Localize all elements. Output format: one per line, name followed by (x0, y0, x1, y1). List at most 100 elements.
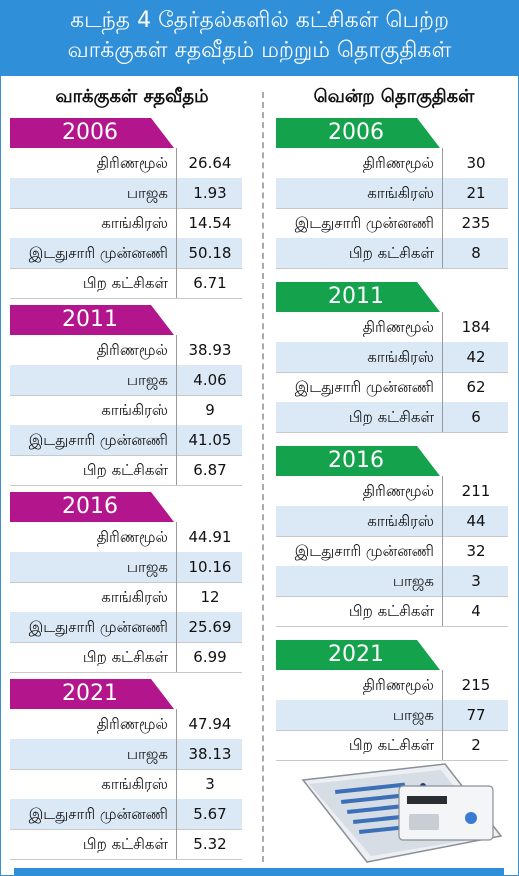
vote-share-value: 9 (176, 395, 243, 425)
seats-party-label: இடதுசாரி முன்னணி (294, 378, 434, 396)
title-banner: கடந்த 4 தேர்தல்களில் கட்சிகள் பெற்ற வாக்… (0, 0, 519, 76)
seats-value: 235 (442, 208, 509, 238)
seats-party-label: திரிணமூல் (362, 154, 434, 172)
vote-share-value: 12 (176, 582, 243, 612)
vote-share-party-label: பிற கட்சிகள் (82, 274, 168, 292)
vote-share-row: பிற கட்சிகள் 6.71 (10, 268, 242, 299)
seats-value: 3 (442, 566, 509, 596)
seats-row: காங்கிரஸ் 21 (276, 178, 508, 209)
seats-party-label: இடதுசாரி முன்னணி (294, 542, 434, 560)
vote-share-party-label: பிற கட்சிகள் (82, 461, 168, 479)
seats-party-label: பிற கட்சிகள் (348, 736, 434, 754)
seats-value: 77 (442, 700, 509, 730)
left-column-heading: வாக்குகள் சதவீதம் (55, 86, 209, 107)
seats-year-3: 2021 (276, 640, 440, 670)
vote-share-party-label: பாஜக (126, 558, 168, 576)
seats-party-label: காங்கிரஸ் (367, 184, 434, 202)
vote-share-row: பாஜக 10.16 (10, 552, 242, 583)
vote-share-value: 6.71 (176, 268, 243, 298)
vote-share-year-2: 2016 (10, 492, 174, 522)
vote-share-year-3: 2021 (10, 679, 174, 709)
vote-share-row: பாஜக 38.13 (10, 739, 242, 770)
seats-value: 6 (442, 402, 509, 432)
vote-share-row: காங்கிரஸ் 14.54 (10, 208, 242, 239)
vote-share-party-label: இடதுசாரி முன்னணி (28, 244, 168, 262)
vote-share-party-label: இடதுசாரி முன்னணி (28, 431, 168, 449)
vote-share-row: காங்கிரஸ் 3 (10, 769, 242, 800)
seats-value: 44 (442, 506, 509, 536)
vote-share-value: 5.32 (176, 829, 243, 859)
title-line-2: வாக்குகள் சதவீதம் மற்றும் தொகுதிகள் (67, 38, 452, 63)
seats-value: 4 (442, 596, 509, 626)
vote-share-party-label: இடதுசாரி முன்னணி (28, 618, 168, 636)
vote-share-value: 6.99 (176, 642, 243, 672)
vote-share-row: இடதுசாரி முன்னணி 50.18 (10, 238, 242, 269)
seats-row: பிற கட்சிகள் 6 (276, 402, 508, 433)
vote-share-party-label: திரிணமூல் (96, 154, 168, 172)
vote-share-party-label: திரிணமூல் (96, 715, 168, 733)
vote-share-row: இடதுசாரி முன்னணி 25.69 (10, 612, 242, 643)
vote-share-value: 1.93 (176, 178, 243, 208)
seats-value: 211 (442, 476, 509, 506)
seats-value: 30 (442, 148, 509, 178)
vote-share-party-label: காங்கிரஸ் (101, 775, 168, 793)
seats-party-label: திரிணமூல் (362, 318, 434, 336)
seats-year-0: 2006 (276, 118, 440, 148)
vote-share-value: 10.16 (176, 552, 243, 582)
seats-year-1: 2011 (276, 282, 440, 312)
vote-share-value: 38.93 (176, 335, 243, 365)
vote-share-party-label: திரிணமூல் (96, 528, 168, 546)
seats-year-2: 2016 (276, 446, 440, 476)
seats-party-label: திரிணமூல் (362, 482, 434, 500)
vote-share-value: 4.06 (176, 365, 243, 395)
seats-row: பிற கட்சிகள் 2 (276, 730, 508, 761)
seats-row: பிற கட்சிகள் 4 (276, 596, 508, 627)
seats-party-label: இடதுசாரி முன்னணி (294, 214, 434, 232)
vote-share-party-label: பாஜக (126, 745, 168, 763)
seats-party-label: பிற கட்சிகள் (348, 602, 434, 620)
vote-share-value: 50.18 (176, 238, 243, 268)
seats-value: 8 (442, 238, 509, 268)
evm-machine-icon (301, 763, 503, 863)
seats-value: 42 (442, 342, 509, 372)
vote-share-row: பிற கட்சிகள் 6.99 (10, 642, 242, 673)
seats-row: திரிணமூல் 211 (276, 476, 508, 507)
seats-row: பிற கட்சிகள் 8 (276, 238, 508, 269)
vote-share-party-label: பிற கட்சிகள் (82, 835, 168, 853)
seats-row: இடதுசாரி முன்னணி 62 (276, 372, 508, 403)
seats-row: பாஜக 3 (276, 566, 508, 597)
vote-share-row: காங்கிரஸ் 12 (10, 582, 242, 613)
vote-share-party-label: காங்கிரஸ் (101, 588, 168, 606)
seats-party-label: காங்கிரஸ் (367, 348, 434, 366)
vote-share-row: திரிணமூல் 47.94 (10, 709, 242, 740)
vote-share-party-label: காங்கிரஸ் (101, 401, 168, 419)
seats-party-label: பிற கட்சிகள் (348, 408, 434, 426)
title-line-1: கடந்த 4 தேர்தல்களில் கட்சிகள் பெற்ற (70, 8, 449, 33)
vote-share-value: 41.05 (176, 425, 243, 455)
vote-share-value: 44.91 (176, 522, 243, 552)
vote-share-row: இடதுசாரி முன்னணி 41.05 (10, 425, 242, 456)
seats-party-label: பாஜக (392, 706, 434, 724)
seats-party-label: திரிணமூல் (362, 676, 434, 694)
column-divider (262, 92, 264, 862)
vote-share-row: பாஜக 4.06 (10, 365, 242, 396)
vote-share-row: பிற கட்சிகள் 5.32 (10, 829, 242, 860)
right-column-heading: வென்ற தொகுதிகள் (313, 86, 475, 107)
vote-share-value: 14.54 (176, 208, 243, 238)
seats-party-label: காங்கிரஸ் (367, 512, 434, 530)
vote-share-row: பாஜக 1.93 (10, 178, 242, 209)
seats-party-label: பாஜக (392, 572, 434, 590)
vote-share-value: 47.94 (176, 709, 243, 739)
vote-share-value: 26.64 (176, 148, 243, 178)
seats-value: 2 (442, 730, 509, 760)
vote-share-row: திரிணமூல் 38.93 (10, 335, 242, 366)
seats-row: காங்கிரஸ் 44 (276, 506, 508, 537)
vote-share-value: 25.69 (176, 612, 243, 642)
seats-row: பாஜக 77 (276, 700, 508, 731)
vote-share-party-label: பாஜக (126, 184, 168, 202)
vote-share-party-label: இடதுசாரி முன்னணி (28, 805, 168, 823)
seats-row: திரிணமூல் 184 (276, 312, 508, 343)
seats-value: 184 (442, 312, 509, 342)
seats-row: திரிணமூல் 30 (276, 148, 508, 179)
vote-share-value: 38.13 (176, 739, 243, 769)
